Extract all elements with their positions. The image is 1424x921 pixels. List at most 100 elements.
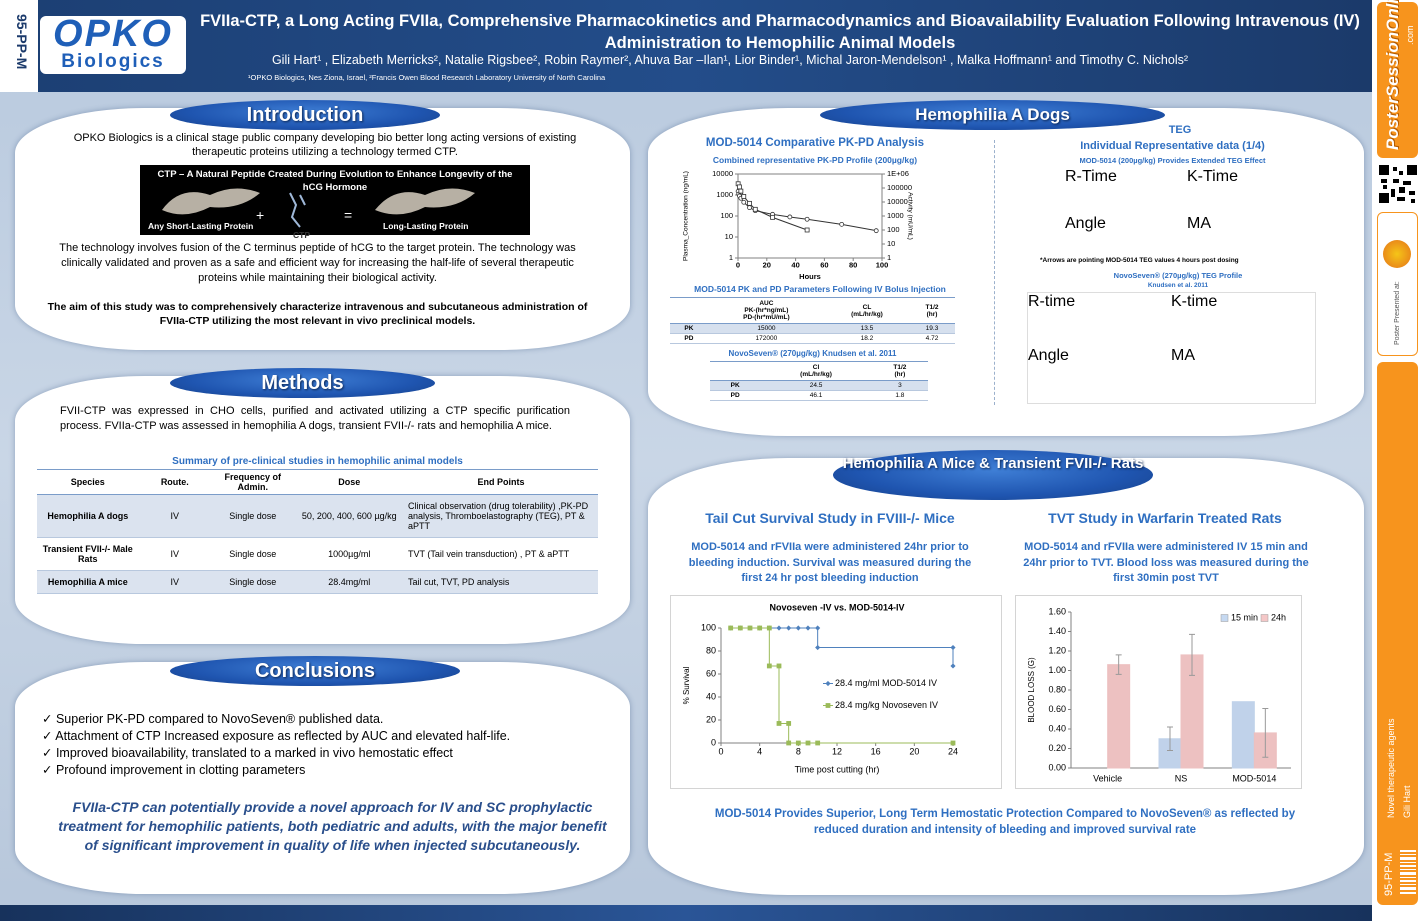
- teg-title: TEG: [1040, 124, 1320, 136]
- header-cell: Frequency of Admin.: [224, 472, 282, 492]
- y2-tick-label: 1E+06: [887, 169, 909, 178]
- mini-label: Angle: [1028, 347, 1069, 364]
- point: [873, 228, 879, 234]
- footer-band: [0, 905, 1372, 921]
- y2-axis-label: Activity (mU/mL): [906, 192, 913, 240]
- table-cell: 19.3: [925, 325, 939, 332]
- point: [795, 740, 801, 746]
- table-cell: 24.5: [809, 382, 823, 389]
- table-cell: 46.1: [809, 392, 823, 399]
- congress-logo: [1383, 240, 1411, 268]
- table: Species Route. Frequency of Admin. Dose End …: [37, 469, 598, 594]
- topic: Novel therapeutic agents: [1386, 718, 1396, 818]
- table-cell: IV: [170, 577, 180, 587]
- point: [950, 644, 956, 651]
- point: [770, 214, 775, 220]
- mini-label: MA: [1171, 347, 1195, 364]
- novo-title-text: NovoSeven® (270µg/kg) TEG Profile: [1113, 271, 1243, 280]
- x-tick-label: 40: [791, 260, 799, 269]
- point: [747, 625, 753, 631]
- table-cell: PD: [684, 335, 694, 342]
- affiliations: ¹OPKO Biologics, Nes Ziona, Israel, ²Fra…: [248, 73, 606, 82]
- y2-tick-label: 10000: [887, 197, 908, 206]
- corner-cell: [710, 362, 760, 381]
- x-tick-label: 4: [757, 746, 762, 756]
- y-tick-label: 80: [706, 645, 716, 655]
- info-box: [1377, 362, 1418, 905]
- dogs-left-subtitle: Combined representative PK-PD Profile (2…: [665, 155, 965, 165]
- blood-loss-chart: 0.00 0.20 0.40 0.60 0.80 1.00 1.20 1.40 1.60 Vehi…: [1015, 595, 1302, 789]
- point: [805, 740, 811, 746]
- header-row: Cl (mL/hr/kg) T1/2 (hr): [710, 361, 928, 381]
- table1-caption-text: MOD-5014 PK and PD Parameters Following …: [694, 284, 946, 294]
- bar: [1107, 664, 1131, 769]
- error-bar: [1167, 726, 1173, 751]
- y2-tick-label: 100: [887, 225, 900, 234]
- mini-label: R-time: [1028, 293, 1076, 310]
- left-subtitle-text: Combined representative PK-PD Profile (2…: [712, 155, 918, 165]
- table2-wrap: Cl (mL/hr/kg) T1/2 (hr) PK 24.5 3 PD 46.1 1.8: [710, 361, 928, 401]
- point: [776, 663, 782, 669]
- divider: [994, 140, 995, 405]
- intro-aim: The aim of this study was to comprehensi…: [47, 301, 588, 327]
- methods-caption: Summary of pre-clinical studies in hemop…: [37, 456, 598, 467]
- protein-icon: [162, 188, 260, 215]
- author: Gili Hart: [1402, 785, 1412, 818]
- table-cell: 1.8: [895, 392, 905, 399]
- y-tick-label: 100: [701, 622, 716, 632]
- point: [766, 625, 772, 631]
- table-cell: 50, 200, 400, 600 µg/kg: [301, 511, 397, 521]
- mice-left-title-text: Tail Cut Survival Study in FVIII-/- Mice: [705, 510, 955, 526]
- ctp-icon: [289, 192, 306, 228]
- point: [776, 721, 782, 726]
- table-cell: PK: [684, 325, 694, 332]
- conclusions-panel: [15, 662, 630, 894]
- x-tick-label: Vehicle: [1093, 773, 1122, 783]
- bullet: ✓ Superior PK-PD compared to NovoSeven® …: [42, 712, 384, 726]
- conclusions-statement: FVIIa-CTP can potentially provide a nove…: [58, 799, 607, 853]
- point: [804, 227, 810, 233]
- table-row: PD 172000 18.2 4.72: [670, 333, 955, 344]
- x-tick-label: 80: [849, 260, 857, 269]
- table-row: Transient FVII-/- Male Rats IV Single dose…: [37, 537, 598, 571]
- y-tick-label: 0.40: [1048, 723, 1066, 733]
- left-title-text: MOD-5014 Comparative PK-PD Analysis: [705, 137, 925, 149]
- figure-title: CTP – A Natural Peptide Created During E…: [157, 169, 513, 193]
- mini-graph: K-time: [1171, 293, 1218, 311]
- title: FVIIa-CTP, a Long Acting FVIIa, Comprehe…: [200, 12, 1360, 52]
- figure-left: Any Short-Lasting Protein: [148, 221, 254, 231]
- table-cell: Transient FVII-/- Male Rats: [42, 544, 133, 564]
- conclusions-list: ✓ Superior PK-PD compared to NovoSeven® …: [42, 711, 602, 779]
- point: [815, 740, 821, 746]
- y-tick-label: 1.00: [1048, 665, 1066, 675]
- point: [737, 625, 743, 631]
- y-tick-label: 100: [720, 211, 733, 220]
- legend-label: 28.4 mg/ml MOD-5014 IV: [835, 678, 937, 688]
- header-cell: T1/2 (hr): [925, 303, 939, 318]
- intro-heading: Introduction: [170, 100, 440, 130]
- y-tick-label: 0.80: [1048, 684, 1066, 694]
- header-cell: Species: [70, 477, 105, 487]
- long-protein-icon: [375, 188, 475, 215]
- table-cell: Single dose: [229, 577, 277, 587]
- table-cell: 172000: [755, 335, 778, 342]
- barcode: [1400, 850, 1416, 894]
- point: [728, 625, 734, 631]
- table-cell: PD: [730, 392, 740, 399]
- table-cell: Single dose: [229, 549, 277, 559]
- table-cell: 4.72: [925, 335, 939, 342]
- mice-heading: Hemophilia A Mice & Transient FVII-/- Ra…: [833, 450, 1153, 500]
- point: [741, 199, 747, 205]
- header-cell: End Points: [477, 477, 525, 487]
- table-cell: 18.2: [860, 335, 874, 342]
- badge-box: [0, 0, 38, 92]
- point: [786, 625, 792, 631]
- point: [738, 188, 744, 194]
- x-tick-label: 100: [876, 260, 889, 269]
- legend-label: 28.4 mg/kg Novoseven IV: [835, 700, 938, 710]
- point: [752, 206, 758, 212]
- point: [839, 221, 845, 227]
- mini-graph: MA: [1171, 347, 1195, 365]
- mice-left-desc: MOD-5014 and rFVIIa were administered 24…: [680, 540, 980, 587]
